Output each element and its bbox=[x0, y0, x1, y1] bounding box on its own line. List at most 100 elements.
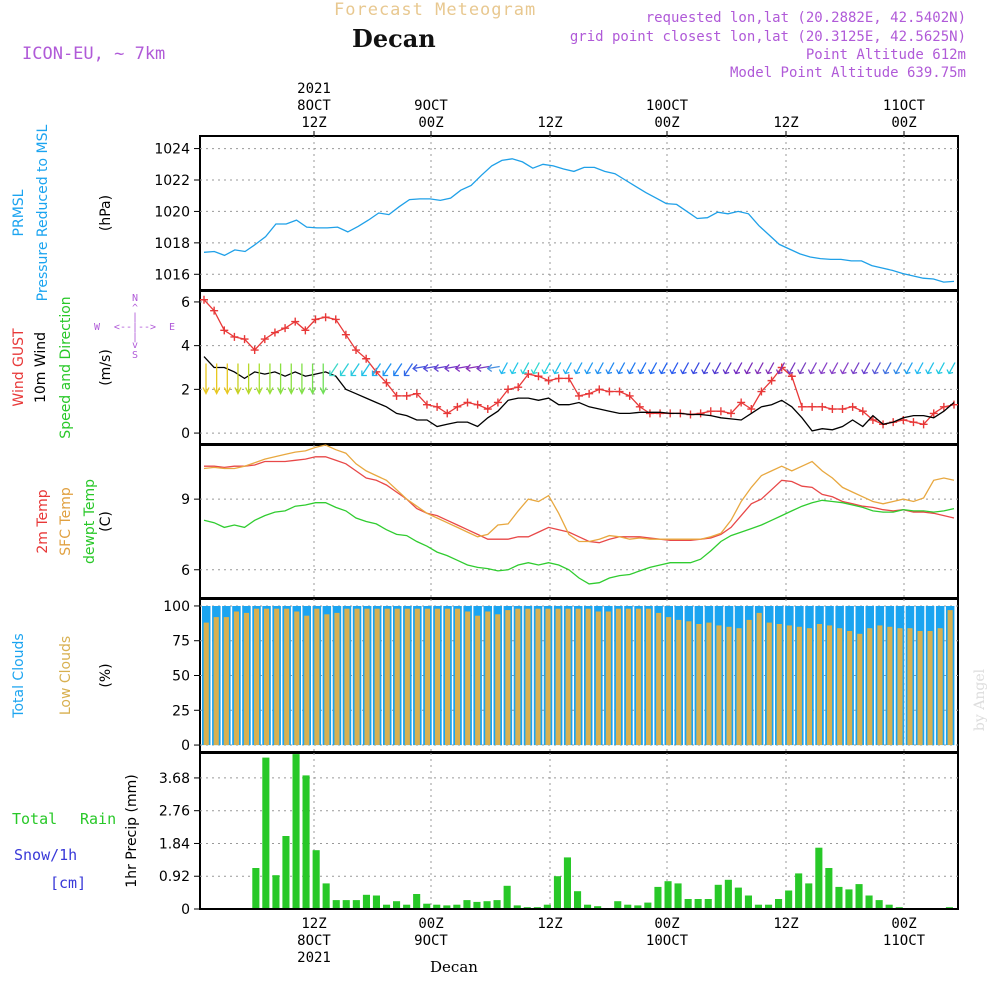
bottom-time-label: 00Z bbox=[891, 916, 916, 932]
low-cloud-bar bbox=[445, 608, 451, 745]
panel-label: 10m Wind bbox=[33, 332, 49, 403]
low-cloud-bar bbox=[213, 617, 219, 746]
precip-label-total: Total bbox=[12, 810, 57, 828]
bottom-time-label: 12Z bbox=[537, 916, 562, 932]
gust-marker bbox=[210, 306, 219, 315]
precip-bar bbox=[594, 906, 602, 909]
top-time-label: 10OCT bbox=[646, 98, 689, 114]
gust-marker bbox=[250, 346, 259, 355]
gust-marker bbox=[909, 418, 918, 427]
low-cloud-bar bbox=[696, 624, 702, 745]
precip-bar bbox=[463, 900, 471, 909]
low-cloud-bar bbox=[656, 612, 662, 745]
compass-axis: <--|--> bbox=[114, 322, 156, 333]
wind-barb bbox=[701, 362, 711, 375]
precip-bar bbox=[644, 902, 652, 909]
wind-barb bbox=[637, 362, 647, 375]
low-cloud-bar bbox=[394, 608, 400, 745]
gust-marker bbox=[787, 372, 796, 381]
precip-bar bbox=[493, 900, 501, 909]
panel-label: 2m Temp bbox=[35, 489, 51, 553]
wind-barb bbox=[486, 364, 500, 373]
low-cloud-bar bbox=[294, 611, 300, 745]
series-line-sfc-temp bbox=[203, 444, 955, 543]
precip-bar bbox=[684, 899, 692, 909]
requested-coords: requested lon,lat (20.2882E, 42.5402N) bbox=[645, 10, 966, 26]
precip-bar bbox=[403, 904, 411, 909]
ytick-label: 100 bbox=[163, 599, 190, 615]
bottom-time-label: 00Z bbox=[654, 916, 679, 932]
precip-bar bbox=[513, 905, 521, 909]
gust-marker bbox=[564, 374, 573, 383]
low-cloud-bar bbox=[223, 617, 229, 746]
wind-barb bbox=[573, 362, 583, 375]
precip-bar bbox=[624, 904, 632, 909]
low-cloud-bar bbox=[324, 614, 330, 745]
precip-bar bbox=[503, 885, 511, 909]
low-cloud-bar bbox=[525, 608, 531, 745]
precip-bar bbox=[754, 904, 762, 909]
gust-marker bbox=[757, 387, 766, 396]
low-cloud-bar bbox=[384, 608, 390, 745]
gust-marker bbox=[392, 391, 401, 400]
gust-marker bbox=[929, 409, 938, 418]
compass-arrow-down: v bbox=[132, 340, 138, 351]
wind-barb bbox=[584, 362, 594, 375]
precip-bar bbox=[302, 775, 310, 909]
precip-bar bbox=[674, 883, 682, 909]
low-cloud-bar bbox=[746, 619, 752, 746]
precip-bar bbox=[584, 904, 592, 909]
precip-bar bbox=[775, 899, 783, 909]
precip-bar bbox=[252, 868, 260, 909]
gust-marker bbox=[747, 405, 756, 414]
low-cloud-bar bbox=[756, 612, 762, 745]
precip-bar bbox=[865, 895, 873, 909]
gust-marker bbox=[443, 409, 452, 418]
low-cloud-bar bbox=[505, 610, 511, 745]
gust-marker bbox=[838, 405, 847, 414]
ytick-label: 1018 bbox=[154, 236, 190, 252]
precip-bar bbox=[574, 891, 582, 909]
low-cloud-bar bbox=[897, 628, 903, 745]
wind-barb bbox=[562, 362, 572, 375]
low-cloud-bar bbox=[736, 628, 742, 745]
wind-barb bbox=[935, 362, 945, 375]
gust-marker bbox=[828, 405, 837, 414]
unit-label: (C) bbox=[98, 511, 114, 532]
gust-marker bbox=[352, 346, 361, 355]
low-cloud-bar bbox=[625, 608, 631, 745]
gust-marker bbox=[200, 295, 208, 304]
gust-marker bbox=[737, 398, 746, 407]
gust-marker bbox=[382, 378, 391, 387]
precip-bar bbox=[322, 883, 330, 909]
precip-bar bbox=[423, 903, 431, 909]
gust-marker bbox=[858, 407, 867, 416]
low-cloud-bar bbox=[354, 608, 360, 745]
compass-bar: | bbox=[132, 312, 138, 323]
wind-barb bbox=[255, 363, 263, 395]
compass-west: W bbox=[94, 322, 101, 333]
low-cloud-bar bbox=[233, 611, 239, 745]
top-time-label: 00Z bbox=[891, 115, 916, 131]
gust-marker bbox=[453, 402, 462, 411]
gust-marker bbox=[504, 385, 513, 394]
wind-barb bbox=[594, 362, 604, 375]
panel-label: Total Clouds bbox=[11, 633, 27, 718]
low-cloud-bar bbox=[274, 608, 280, 745]
wind-barb bbox=[433, 364, 447, 373]
wind-barb bbox=[658, 362, 668, 375]
footer-station: Decan bbox=[430, 958, 478, 976]
wind-barb bbox=[711, 362, 722, 375]
top-time-label: 00Z bbox=[418, 115, 443, 131]
low-cloud-bar bbox=[716, 625, 722, 745]
bottom-time-label: 12Z bbox=[301, 916, 326, 932]
precip-label-cm: [cm] bbox=[50, 874, 86, 892]
low-cloud-bar bbox=[575, 608, 581, 745]
series-line-dewpt-temp bbox=[203, 499, 955, 585]
ytick-label: 1.84 bbox=[159, 836, 190, 852]
gust-marker bbox=[575, 391, 583, 400]
wind-barb bbox=[669, 362, 679, 375]
precip-bar bbox=[855, 884, 863, 909]
gust-marker bbox=[595, 385, 604, 394]
